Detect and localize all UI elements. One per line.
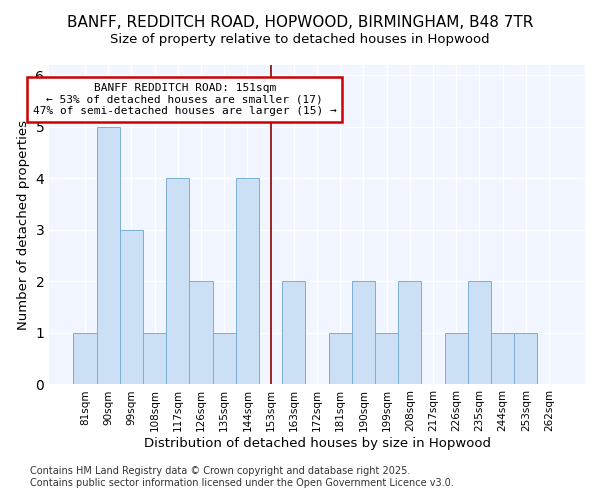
Bar — [190, 282, 212, 385]
Bar — [375, 333, 398, 384]
Bar — [97, 127, 120, 384]
Y-axis label: Number of detached properties: Number of detached properties — [17, 120, 30, 330]
Text: Size of property relative to detached houses in Hopwood: Size of property relative to detached ho… — [110, 32, 490, 46]
Bar — [329, 333, 352, 384]
Bar — [143, 333, 166, 384]
Bar — [282, 282, 305, 385]
Bar — [445, 333, 468, 384]
Text: Contains HM Land Registry data © Crown copyright and database right 2025.
Contai: Contains HM Land Registry data © Crown c… — [30, 466, 454, 487]
Bar — [120, 230, 143, 384]
Bar — [352, 282, 375, 385]
X-axis label: Distribution of detached houses by size in Hopwood: Distribution of detached houses by size … — [143, 437, 491, 450]
Bar — [398, 282, 421, 385]
Bar — [166, 178, 190, 384]
Bar — [468, 282, 491, 385]
Bar — [236, 178, 259, 384]
Bar — [491, 333, 514, 384]
Bar — [73, 333, 97, 384]
Text: BANFF, REDDITCH ROAD, HOPWOOD, BIRMINGHAM, B48 7TR: BANFF, REDDITCH ROAD, HOPWOOD, BIRMINGHA… — [67, 15, 533, 30]
Text: BANFF REDDITCH ROAD: 151sqm
← 53% of detached houses are smaller (17)
47% of sem: BANFF REDDITCH ROAD: 151sqm ← 53% of det… — [33, 83, 337, 116]
Bar — [212, 333, 236, 384]
Bar — [514, 333, 538, 384]
